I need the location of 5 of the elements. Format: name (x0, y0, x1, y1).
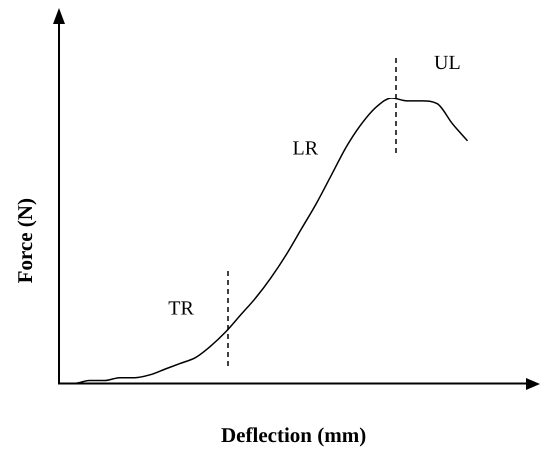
y-axis-title: Force (N) (13, 198, 38, 284)
annotation: LR (292, 138, 319, 160)
annotation: TR (168, 297, 195, 320)
text: UL (434, 52, 461, 74)
x-axis-title: Deflection (mm) (221, 422, 366, 447)
